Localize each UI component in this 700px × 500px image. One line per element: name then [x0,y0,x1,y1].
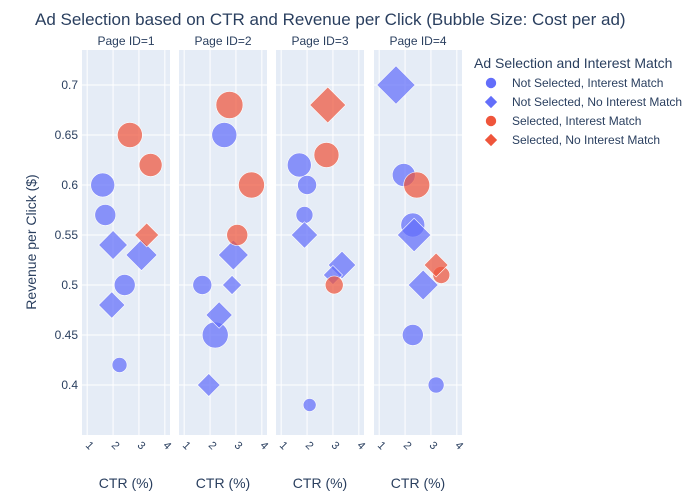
legend-title: Ad Selection and Interest Match [474,55,672,71]
legend-item: Selected, No Interest Match [483,132,660,148]
legend-label: Selected, No Interest Match [512,133,660,147]
data-point [297,175,317,195]
legend-item: Selected, Interest Match [485,114,641,128]
x-tick-label: 2 [109,439,122,452]
data-point [90,172,116,198]
data-point [396,217,432,253]
data-point [196,373,221,397]
x-tick-label: 4 [355,439,368,452]
facet-label: Page ID=1 [97,34,154,48]
x-tick-label: 4 [161,439,174,452]
data-point [192,275,213,295]
legend-label: Not Selected, No Interest Match [512,95,682,109]
x-axis-label: CTR (%) [196,475,250,491]
data-point [238,171,265,199]
x-axis-label: CTR (%) [293,475,347,491]
data-point [407,269,439,301]
data-point [290,221,319,249]
x-tick-label: 2 [401,439,414,452]
data-point [134,222,160,248]
data-point [402,324,424,346]
y-tick-label: 0.55 [55,228,79,242]
data-point [286,152,312,178]
data-point [125,238,158,272]
legend-item: Not Selected, No Interest Match [483,94,682,110]
data-point [376,65,416,105]
data-point [211,122,238,148]
x-tick-label: 2 [303,439,316,452]
facet-label: Page ID=3 [291,34,348,48]
data-point [313,142,340,168]
x-tick-label: 3 [427,439,440,452]
x-axis-label: CTR (%) [391,475,445,491]
x-tick-label: 3 [135,439,148,452]
x-tick-label: 1 [277,439,290,452]
y-tick-label: 0.65 [55,128,79,142]
chart-title: Ad Selection based on CTR and Revenue pe… [35,10,626,29]
facet-panel-4: 1 2 3 4 Page ID=4 CTR (%) [374,34,465,491]
legend-item: Not Selected, Interest Match [485,76,663,90]
legend-marker [483,94,499,110]
x-tick-label: 4 [258,439,271,452]
data-point [117,122,143,148]
data-point [205,301,233,329]
y-tick-label: 0.4 [61,378,78,392]
data-point [98,230,128,260]
legend-label: Not Selected, Interest Match [512,76,663,90]
facet-panel-3: 1 2 3 4 Page ID=3 CTR (%) [276,34,367,491]
x-tick-label: 4 [453,439,466,452]
x-tick-label: 1 [375,439,388,452]
data-point [94,204,117,226]
y-axis-label: Revenue per Click ($) [23,174,39,309]
legend-marker [483,132,499,148]
y-tick-label: 0.45 [55,328,79,342]
data-point [138,153,163,177]
x-tick-label: 1 [180,439,193,452]
y-tick-label: 0.6 [61,178,78,192]
x-tick-label: 3 [232,439,245,452]
data-point [201,321,229,349]
data-point [222,274,243,296]
data-point [427,376,445,394]
facet-panel-1: 1 2 3 4 Page ID=1 CTR (%) [82,34,173,491]
data-point [226,224,249,246]
data-point [215,91,244,119]
data-point [295,206,314,224]
facet-background [82,50,170,435]
legend-marker [485,115,497,127]
data-point [113,274,136,296]
x-tick-label: 1 [83,439,96,452]
data-point [111,357,128,373]
data-point [309,86,347,124]
legend: Ad Selection and Interest Match Not Sele… [474,55,682,148]
legend-label: Selected, Interest Match [512,114,641,128]
legend-marker [485,77,497,89]
x-axis-label: CTR (%) [99,475,153,491]
data-point [324,275,344,295]
x-tick-label: 3 [329,439,342,452]
y-tick-label: 0.5 [61,278,78,292]
y-tick-label: 0.7 [61,78,78,92]
facet-label: Page ID=4 [389,34,446,48]
data-point [302,398,317,412]
data-point [217,239,249,271]
data-point [423,252,449,278]
data-point [403,171,431,199]
facet-label: Page ID=2 [194,34,251,48]
facet-panel-2: 1 2 3 4 Page ID=2 CTR (%) [179,34,270,491]
data-point [98,291,126,319]
x-tick-label: 2 [206,439,219,452]
